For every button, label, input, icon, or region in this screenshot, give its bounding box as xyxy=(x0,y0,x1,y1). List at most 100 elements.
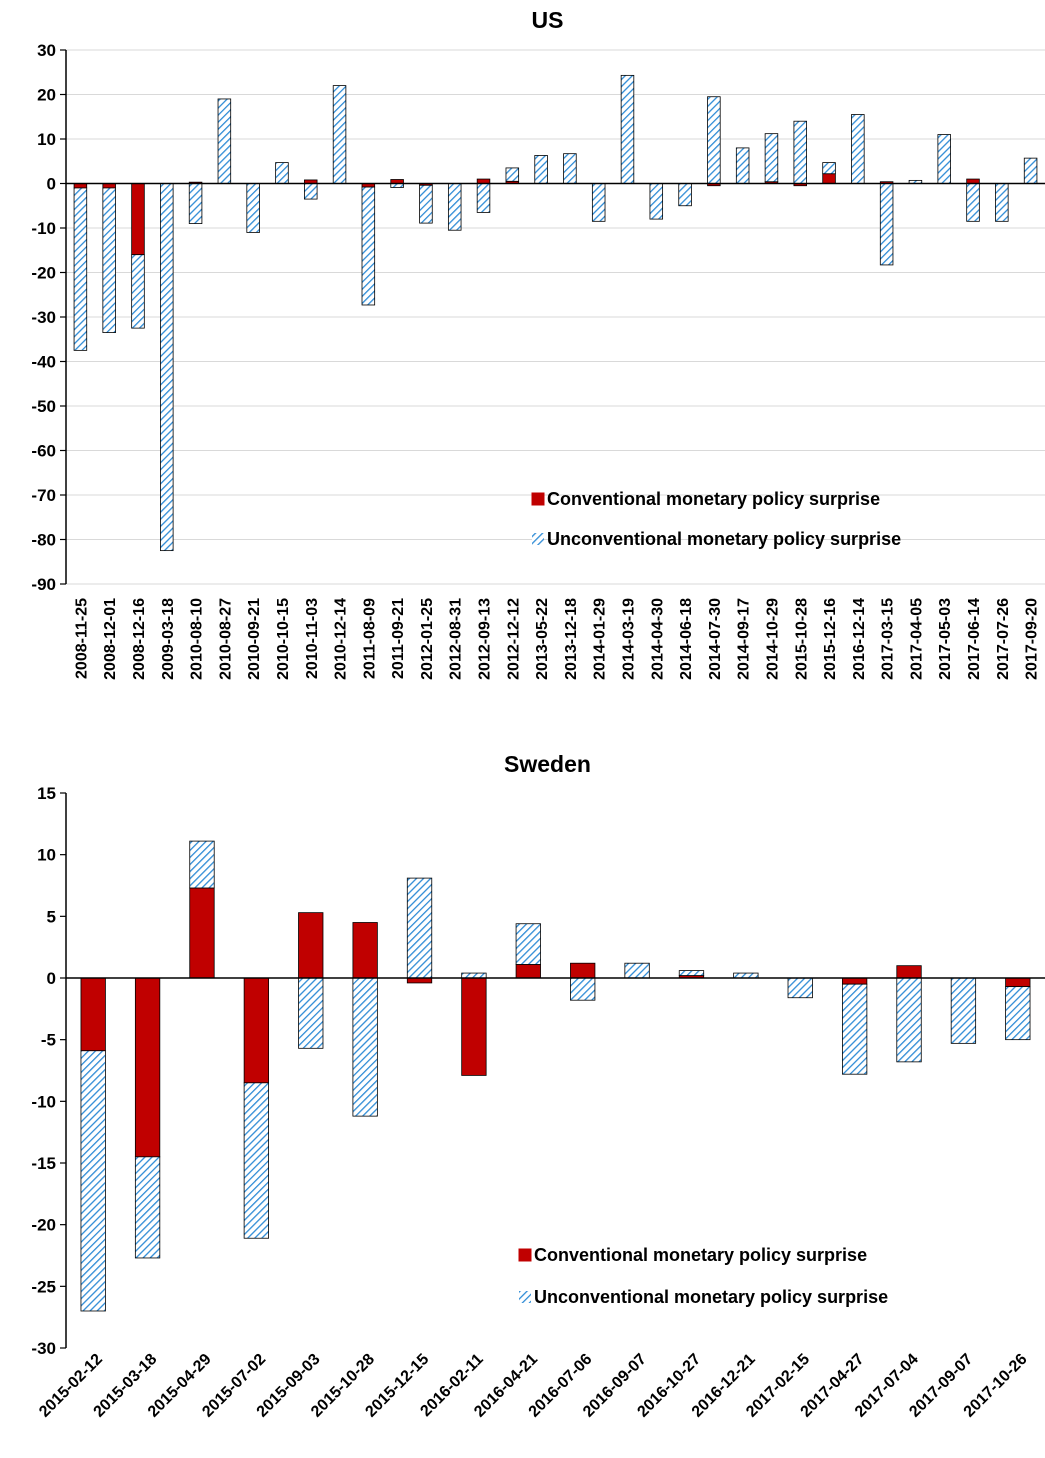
sweden-unconventional-bar xyxy=(189,840,215,889)
sweden-y-tick-label: 5 xyxy=(47,907,56,926)
us-unconventional-bar xyxy=(505,167,520,182)
us-unconventional-bar xyxy=(735,147,750,184)
us-x-tick-label: 2014-10-29 xyxy=(764,598,781,680)
us-conventional-bar xyxy=(822,173,836,184)
us-unconventional-bar xyxy=(879,183,894,266)
us-legend-conventional-label: Conventional monetary policy surprise xyxy=(547,489,880,509)
us-y-tick-label: 0 xyxy=(47,175,56,194)
sweden-unconventional-bar xyxy=(842,983,868,1075)
us-unconventional-bar xyxy=(1023,157,1038,184)
us-unconventional-bar xyxy=(131,254,145,329)
sweden-y-tick-label: 15 xyxy=(37,784,56,803)
us-x-tick-label: 2009-03-18 xyxy=(160,598,177,680)
us-x-tick-label: 2017-07-26 xyxy=(995,598,1012,680)
us-unconventional-bar xyxy=(678,183,692,207)
us-x-tick-label: 2014-06-18 xyxy=(678,598,695,680)
sweden-unconventional-bar xyxy=(678,970,705,976)
us-chart: US 30 20 10 0 -10 -20 -30 -40 -50 -60 -70 -80 -90 2008… xyxy=(31,7,1045,680)
us-x-tick-label: 2012-01-25 xyxy=(419,598,436,680)
us-unconventional-bar xyxy=(188,183,203,224)
us-unconventional-bar xyxy=(73,187,88,351)
sweden-unconventional-bar xyxy=(950,977,977,1044)
us-unconventional-bar xyxy=(822,162,836,175)
us-unconventional-bar xyxy=(217,98,232,184)
us-x-tick-label: 2012-08-31 xyxy=(448,598,465,680)
sweden-conventional-bar xyxy=(515,964,541,979)
us-y-tick-label: -20 xyxy=(31,264,56,283)
us-x-tick-label: 2017-09-20 xyxy=(1024,598,1041,680)
us-unconventional-bar xyxy=(534,155,548,184)
us-unconventional-bar xyxy=(851,114,865,184)
sweden-legend-unconventional-swatch xyxy=(519,1291,531,1303)
us-x-tick-label: 2014-01-29 xyxy=(592,598,609,680)
sweden-chart-title: Sweden xyxy=(504,751,591,777)
us-x-tick-label: 2014-07-30 xyxy=(707,598,724,680)
sweden-conventional-bar xyxy=(896,965,922,979)
sweden-conventional-bar xyxy=(842,977,868,985)
sweden-legend-conventional-label: Conventional monetary policy surprise xyxy=(534,1245,867,1265)
us-unconventional-bar xyxy=(793,120,807,184)
us-x-tick-label: 2010-11-03 xyxy=(304,598,321,679)
us-x-tick-label: 2012-09-13 xyxy=(477,598,494,680)
us-x-tick-label: 2010-12-14 xyxy=(333,598,350,680)
sweden-y-tick-label: -30 xyxy=(31,1339,56,1358)
sweden-conventional-bar xyxy=(352,922,378,979)
sweden-conventional-bar xyxy=(243,977,269,1084)
us-unconventional-bar xyxy=(966,183,980,222)
us-x-tick-label: 2017-05-03 xyxy=(937,598,954,680)
sweden-y-tick-label: 10 xyxy=(37,846,56,865)
us-x-tick-label: 2015-12-16 xyxy=(822,598,839,680)
us-y-tick-label: -60 xyxy=(31,442,56,461)
sweden-conventional-bar xyxy=(80,977,106,1052)
us-unconventional-bar xyxy=(563,153,577,184)
us-x-tick-label: 2017-04-05 xyxy=(908,598,925,680)
us-x-tick-label: 2016-12-14 xyxy=(851,598,868,680)
us-unconventional-bar xyxy=(102,187,116,333)
sweden-unconventional-bar xyxy=(80,1050,106,1312)
us-x-tick-label: 2014-04-30 xyxy=(649,598,666,680)
us-unconventional-bar xyxy=(419,184,433,224)
us-unconventional-bar xyxy=(447,183,462,231)
sweden-unconventional-bar xyxy=(406,877,433,979)
us-y-tick-label: -50 xyxy=(31,397,56,416)
us-unconventional-bar xyxy=(332,85,347,184)
sweden-unconventional-bar xyxy=(624,962,650,979)
us-x-tick-label: 2011-09-21 xyxy=(390,598,407,679)
us-unconventional-bar xyxy=(476,183,491,213)
sweden-unconventional-bar xyxy=(1005,986,1031,1041)
us-y-tick-label: -40 xyxy=(31,353,56,372)
us-x-tick-label: 2014-03-19 xyxy=(620,598,637,680)
sweden-conventional-bar xyxy=(461,977,487,1076)
sweden-unconventional-bar xyxy=(515,923,541,965)
us-unconventional-bar xyxy=(707,96,721,184)
sweden-conventional-bar xyxy=(189,887,215,979)
us-unconventional-bar xyxy=(361,186,376,306)
us-unconventional-bar xyxy=(591,183,606,222)
us-unconventional-bar xyxy=(246,183,260,233)
sweden-legend-unconventional-label: Unconventional monetary policy surprise xyxy=(534,1287,888,1307)
us-unconventional-bar xyxy=(649,183,664,220)
sweden-y-tick-label: -15 xyxy=(31,1154,56,1173)
us-y-tick-label: -10 xyxy=(31,219,56,238)
us-x-tick-label: 2014-09-17 xyxy=(736,598,753,680)
us-unconventional-bar xyxy=(620,74,635,184)
sweden-y-tick-label: -20 xyxy=(31,1216,56,1235)
sweden-conventional-bar xyxy=(1005,977,1031,988)
us-legend-unconventional-label: Unconventional monetary policy surprise xyxy=(547,529,901,549)
sweden-unconventional-bar xyxy=(134,1156,161,1259)
sweden-conventional-bar xyxy=(134,977,161,1158)
us-x-tick-label: 2013-05-22 xyxy=(534,598,551,680)
us-x-tick-label: 2010-09-21 xyxy=(246,598,263,680)
sweden-y-tick-label: 0 xyxy=(47,969,56,988)
sweden-y-tick-label: -25 xyxy=(31,1277,56,1296)
us-x-tick-label: 2010-08-27 xyxy=(217,598,234,680)
us-legend-conventional-swatch xyxy=(531,492,545,506)
us-unconventional-bar xyxy=(160,183,174,552)
us-unconventional-bar xyxy=(304,183,318,200)
us-x-tick-label: 2013-12-18 xyxy=(563,598,580,680)
us-x-tick-label: 2010-08-10 xyxy=(189,598,206,680)
us-x-tick-label: 2017-06-14 xyxy=(966,598,983,680)
us-y-tick-label: -90 xyxy=(31,575,56,594)
sweden-conventional-bar xyxy=(298,912,324,979)
